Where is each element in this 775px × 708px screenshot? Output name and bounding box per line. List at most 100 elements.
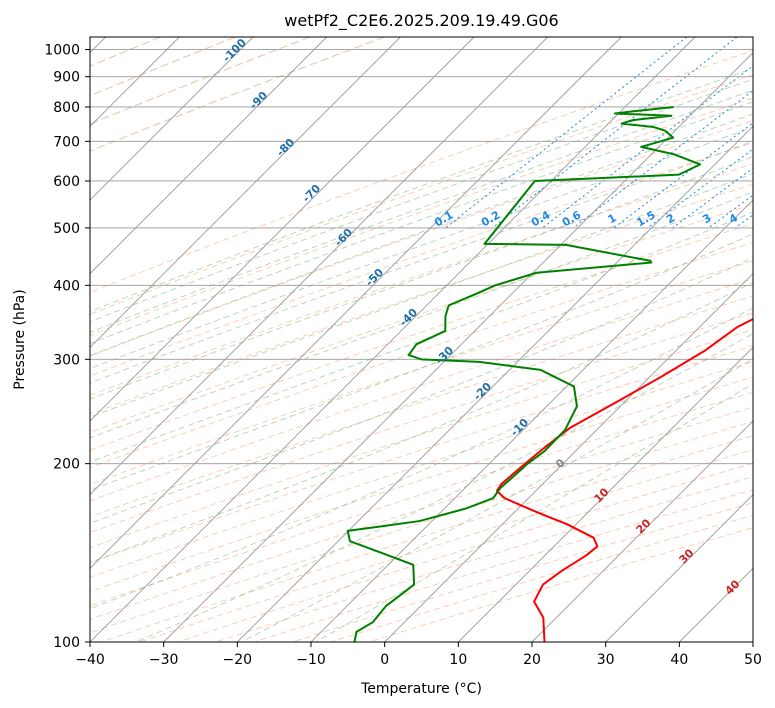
- dry-adiabat-line: [90, 142, 753, 377]
- mixing-ratio-label: 0.4: [529, 208, 553, 229]
- y-tick-label: 300: [53, 352, 80, 368]
- y-tick-label: 700: [53, 134, 80, 150]
- y-tick-label: 400: [53, 278, 80, 294]
- dry-adiabat-line: [101, 435, 753, 642]
- x-tick-label: −20: [223, 652, 253, 668]
- dry-adiabat-label: -100: [220, 36, 249, 65]
- dry-adiabat-label: -20: [471, 380, 494, 403]
- moist-adiabat-line: [90, 233, 753, 491]
- mixing-ratio-label: 1.5: [634, 208, 657, 229]
- dry-adiabat-line: [90, 312, 753, 533]
- x-tick-label: 10: [449, 652, 467, 668]
- plot-frame: [89, 36, 754, 643]
- mixing-ratio-line: [492, 37, 738, 229]
- mixing-ratio-label: 0.1: [432, 208, 455, 229]
- auxiliary-curves: [90, 37, 385, 152]
- moist-adiabat-line: [315, 383, 753, 642]
- y-tick-label: 500: [53, 221, 80, 237]
- isotherm-line: [237, 125, 753, 642]
- moist-adiabat-label: 20: [634, 516, 654, 536]
- isotherm-line: [90, 37, 622, 569]
- dry-adiabat-line: [90, 278, 753, 502]
- profile-series: [346, 105, 753, 642]
- dry-adiabat-label: -40: [397, 306, 420, 329]
- dry-adiabat-line: [90, 74, 753, 315]
- moist-adiabat-line: [135, 333, 753, 642]
- dry-adiabat-line: [90, 97, 753, 337]
- x-tick-label: −10: [296, 652, 326, 668]
- moist-adiabat-line: [90, 78, 753, 323]
- auxiliary-curve: [90, 37, 236, 97]
- chart-title: wetPf2_C2E6.2025.209.19.49.G06: [284, 11, 558, 31]
- y-tick-label: 800: [53, 100, 80, 116]
- isotherm-line: [458, 346, 753, 642]
- moist-adiabat-line: [90, 211, 753, 463]
- temperature-profile-line: [495, 317, 753, 642]
- dry-adiabat-line: [330, 514, 753, 642]
- y-axis-label: Pressure (hPa): [12, 289, 28, 389]
- x-tick-label: −40: [75, 652, 105, 668]
- x-tick-label: −30: [149, 652, 179, 668]
- isotherm-line: [531, 420, 753, 642]
- dry-adiabat-label: -70: [300, 182, 323, 205]
- x-tick-label: 0: [380, 652, 389, 668]
- dry-adiabat-label: -10: [508, 416, 531, 439]
- moist-adiabat-line: [90, 172, 753, 418]
- dewpoint-profile-line: [346, 105, 702, 642]
- y-tick-label: 900: [53, 70, 80, 86]
- y-tick-label: 100: [53, 635, 80, 651]
- dry-adiabat-label: -90: [247, 89, 270, 112]
- y-tick-label: 600: [53, 174, 80, 190]
- isotherm-line: [605, 494, 753, 642]
- x-tick-label: 50: [744, 652, 762, 668]
- isotherm-line: [90, 37, 401, 348]
- dry-adiabat-line: [90, 391, 753, 607]
- isotherm-line: [90, 37, 696, 642]
- dry-adiabat-line: [90, 183, 753, 415]
- dry-adiabat-line: [90, 50, 753, 293]
- moist-adiabat-line: [90, 67, 753, 312]
- mixing-ratio-line: [734, 214, 753, 229]
- x-tick-label: 20: [523, 652, 541, 668]
- moist-adiabat-line: [90, 156, 753, 400]
- x-tick-label: 30: [597, 652, 615, 668]
- isotherm-line: [310, 199, 753, 642]
- isotherm-line: [752, 641, 753, 642]
- isotherm-line: [384, 273, 753, 642]
- plot-area: -100-90-80-70-60-50-40-30-20-100.1 0.2 0.4…: [90, 36, 775, 642]
- moist-adiabat-line: [90, 89, 753, 333]
- dry-adiabat-line: [90, 329, 753, 549]
- y-tick-label: 1000: [44, 43, 80, 59]
- moist-adiabat-line: [241, 358, 753, 642]
- x-axis-label: Temperature (°C): [360, 681, 482, 697]
- moist-adiabat-label: 10: [592, 485, 612, 505]
- moist-adiabats: [90, 67, 753, 642]
- mixing-ratio-label: 3: [700, 211, 713, 226]
- dry-adiabat-line: [90, 406, 753, 620]
- isobars: [90, 49, 753, 642]
- moist-adiabat-label: 40: [723, 577, 743, 597]
- moist-adiabat-line: [90, 281, 753, 563]
- mixing-ratio-line: [445, 37, 688, 229]
- dry-adiabat-label: -60: [332, 226, 355, 249]
- moist-adiabat-line: [90, 257, 753, 524]
- isotherm-line: [163, 52, 753, 642]
- dry-adiabat-label: -80: [274, 136, 297, 159]
- isotherm-line: [90, 37, 327, 275]
- isotherm-line: [679, 567, 753, 642]
- y-axis-ticks: 100 200 300 400 500 600 700 800 900 1000: [44, 43, 90, 651]
- dry-adiabat-line: [292, 502, 753, 642]
- auxiliary-curve: [90, 37, 385, 152]
- dry-adiabat-line: [90, 223, 753, 451]
- isopleth-labels: -100-90-80-70-60-50-40-30-20-100.1 0.2 0.4…: [220, 36, 775, 598]
- mixing-ratio-line: [672, 167, 753, 229]
- mixing-ratio-label: 6: [766, 211, 775, 226]
- mixing-ratio-lines: [445, 37, 753, 229]
- moist-adiabat-line: [90, 126, 753, 370]
- isotherm-line: [90, 37, 254, 201]
- mixing-ratio-label: 1: [606, 211, 619, 226]
- auxiliary-curve: [90, 37, 311, 125]
- dry-adiabat-line: [90, 163, 753, 396]
- isotherms: [90, 37, 753, 642]
